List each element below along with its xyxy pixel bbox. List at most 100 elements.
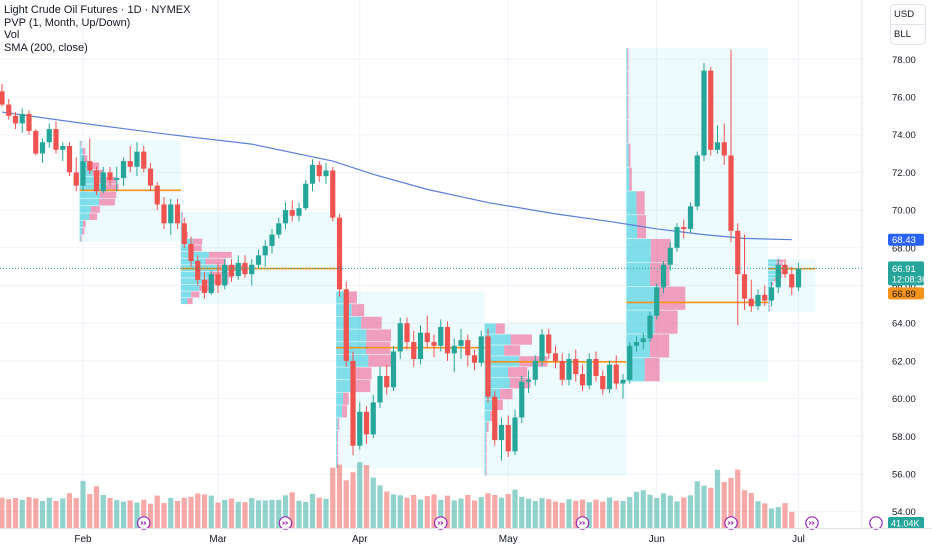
volume-bar <box>627 497 633 528</box>
candle-body <box>12 115 19 124</box>
candle <box>627 342 633 384</box>
candle-body <box>60 146 66 150</box>
candle-body <box>357 411 363 446</box>
candle-body <box>627 345 633 380</box>
candle <box>492 391 498 446</box>
legend-sma[interactable]: SMA (200, close) <box>4 41 88 54</box>
volume-bar <box>330 467 336 528</box>
profile-bar-down <box>627 72 629 96</box>
candle-body <box>465 340 471 356</box>
candle <box>519 375 525 424</box>
candle <box>505 415 511 458</box>
volume-bar <box>141 499 147 528</box>
candle-body <box>363 411 370 435</box>
volume-bar <box>19 499 25 528</box>
volume-bar <box>73 498 79 528</box>
candle <box>26 110 32 135</box>
profile-bar-down <box>628 143 631 167</box>
volume-bar <box>505 494 511 528</box>
volume-bar <box>174 501 181 528</box>
sma-price-label-bg <box>888 233 924 246</box>
candle-body <box>0 91 5 105</box>
candle <box>431 334 437 358</box>
candle-body <box>242 262 248 275</box>
unit-button[interactable]: BLL <box>891 24 925 44</box>
profile-bar-down <box>209 271 234 278</box>
profile-bar-up <box>768 263 777 267</box>
volume-bar <box>687 495 694 528</box>
volume-bar <box>566 499 572 528</box>
volume-bar <box>451 500 457 528</box>
candle <box>100 166 106 194</box>
countdown-value: 12:08:36 <box>892 274 927 284</box>
volume-bar <box>208 495 214 528</box>
candle <box>701 63 707 162</box>
legend-title[interactable]: Light Crude Oil Futures · 1D · NYMEX <box>4 4 191 16</box>
candle-body <box>120 161 127 179</box>
candle <box>357 402 363 450</box>
profile-bar-down <box>510 334 532 345</box>
event-marker-icon <box>724 516 738 530</box>
profile-bar-down <box>495 323 505 334</box>
event-marker-icon <box>136 516 151 530</box>
candle-body <box>485 336 491 397</box>
profile-bar-up <box>768 282 772 286</box>
price-tick-label: 58.00 <box>892 432 916 443</box>
volume-bar <box>154 495 160 528</box>
candle-body <box>478 336 484 363</box>
candle-body <box>438 326 444 346</box>
event-marker-glyph <box>727 521 734 525</box>
volume-bar <box>438 499 444 528</box>
event-marker-glyph <box>808 521 815 525</box>
price-tick-label: 72.00 <box>892 168 916 179</box>
currency-button[interactable]: USD <box>894 9 915 20</box>
volume-value-label: 41.04K <box>869 516 924 530</box>
candle-body <box>147 168 154 186</box>
profile-bar-down <box>366 329 392 342</box>
profile-bar-up <box>484 399 495 411</box>
profile-bar-down <box>486 421 489 432</box>
time-tick-label: Feb <box>74 534 92 545</box>
candle <box>141 146 147 173</box>
volume-bar <box>262 500 268 528</box>
event-marker-icon <box>575 516 590 530</box>
profile-bar-down <box>649 334 670 358</box>
candle <box>579 364 586 392</box>
candle-body <box>174 204 181 224</box>
profile-bar-up <box>484 443 486 454</box>
profile-bar-up <box>626 167 630 191</box>
legend-pvp[interactable]: PVP (1, Month, Up/Down) <box>4 16 131 29</box>
candle-body <box>775 264 781 288</box>
volume-value-text: 41.04K <box>891 519 920 529</box>
profile-bar-up <box>626 119 628 144</box>
candle-body <box>161 204 167 224</box>
profile-bar-up <box>626 143 629 167</box>
profile-bar-up <box>336 291 348 304</box>
profile-bar-up <box>626 95 628 120</box>
profile-bar-up <box>484 378 510 389</box>
candle <box>748 279 754 312</box>
volume-bar <box>532 501 538 528</box>
candle <box>309 159 316 192</box>
candle <box>6 98 12 120</box>
profile-bar-up <box>180 291 192 298</box>
candle <box>390 345 397 392</box>
legend-vol[interactable]: Vol <box>4 29 20 41</box>
volume-bar <box>114 500 120 528</box>
candle <box>762 285 768 307</box>
volume-bar <box>39 501 46 528</box>
candle <box>397 317 403 360</box>
profile-bar-down <box>181 218 183 225</box>
candle <box>789 266 795 295</box>
profile-bar-up <box>79 227 83 235</box>
volume-bar <box>242 502 248 528</box>
candle <box>201 272 208 299</box>
profile-bar-down <box>769 308 771 312</box>
candle <box>586 353 592 390</box>
volume-bar <box>600 501 606 528</box>
volume-bar <box>728 477 734 528</box>
candle <box>620 374 626 399</box>
candle <box>19 108 25 133</box>
